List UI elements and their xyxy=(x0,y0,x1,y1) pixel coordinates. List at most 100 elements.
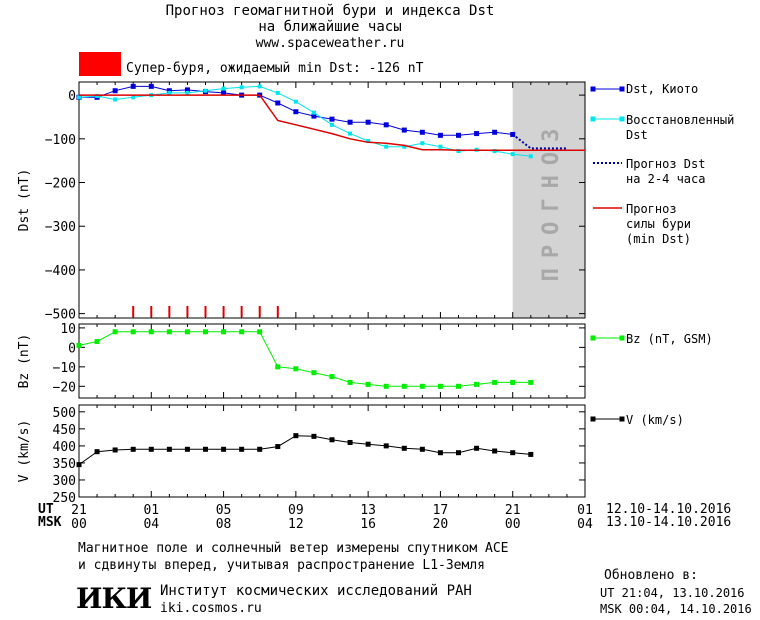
series-line-dst-2 xyxy=(512,133,567,150)
data-point-dst xyxy=(402,144,407,149)
data-point-dst xyxy=(330,122,334,127)
data-point-v xyxy=(347,439,353,445)
data-point-bz xyxy=(528,379,534,385)
data-point-bz xyxy=(492,379,498,385)
data-point-dst xyxy=(401,127,407,133)
bz-ytick-label: 10 xyxy=(60,322,76,337)
data-point-v xyxy=(148,446,154,452)
legend-storm-line3: (min Dst) xyxy=(626,232,692,246)
data-point-dst xyxy=(474,131,480,137)
data-point-bz xyxy=(456,383,461,389)
data-point-v xyxy=(166,446,172,452)
data-point-bz xyxy=(419,383,425,389)
data-point-bz xyxy=(329,374,335,380)
series-line-bz-0 xyxy=(78,331,531,387)
data-point-bz xyxy=(293,366,299,372)
dst-ytick-label: −400 xyxy=(45,264,76,279)
data-point-dst xyxy=(329,116,335,122)
data-point-dst xyxy=(528,154,533,159)
data-point-dst xyxy=(257,84,262,89)
legend-swatch-marker xyxy=(590,86,596,92)
bz-ytick-label: −20 xyxy=(53,380,76,395)
data-point-bz xyxy=(184,329,190,335)
data-point-dst xyxy=(95,93,100,98)
page-title: Прогноз геомагнитной бури и индекса Dst xyxy=(165,3,495,19)
v-ytick-label: 300 xyxy=(53,474,76,489)
data-point-v xyxy=(130,446,136,452)
legend-swatch-marker xyxy=(619,116,625,122)
series-line-v-0 xyxy=(78,435,531,466)
legend-dst-restored-line1: Восстановленный xyxy=(626,113,735,127)
data-point-bz xyxy=(383,383,389,389)
data-point-v xyxy=(112,447,118,453)
data-point-dst xyxy=(437,132,443,138)
data-point-bz xyxy=(112,329,118,335)
iki-logo[interactable]: ИКИ xyxy=(76,582,152,615)
updated-ut: UT 21:04, 13.10.2016 xyxy=(600,586,745,600)
legend-swatch-marker xyxy=(619,335,625,341)
legend-dst-forecast-line1: Прогноз Dst xyxy=(626,157,706,171)
data-point-v xyxy=(257,446,263,452)
bz-ytick-label: 0 xyxy=(68,341,76,356)
data-point-dst xyxy=(185,90,190,95)
data-point-dst xyxy=(203,88,208,93)
ut-date-range: 12.10-14.10.2016 xyxy=(606,502,732,517)
data-point-v xyxy=(239,446,245,452)
dst-ytick-label: −100 xyxy=(45,133,76,148)
data-point-v xyxy=(492,448,498,454)
measurement-note-1: Магнитное поле и солнечный ветер измерен… xyxy=(78,541,509,556)
data-point-dst xyxy=(492,129,498,135)
msk-tick-label: 12 xyxy=(288,517,304,532)
institute-url[interactable]: iki.cosmos.ru xyxy=(160,601,262,616)
data-point-dst xyxy=(113,97,118,102)
v-ytick-label: 250 xyxy=(53,491,76,506)
data-point-v xyxy=(203,446,208,452)
data-point-bz xyxy=(94,339,100,345)
data-point-dst xyxy=(112,88,118,94)
data-point-dst xyxy=(77,95,81,100)
data-point-bz xyxy=(148,329,154,335)
legend-dst-restored-line2: Dst xyxy=(626,128,648,142)
data-point-v xyxy=(293,433,299,439)
data-point-v xyxy=(221,446,227,452)
bz-ylabel: Bz (nT) xyxy=(17,334,32,389)
bz-ytick-label: −10 xyxy=(53,361,76,376)
data-point-dst xyxy=(293,99,298,104)
data-point-dst xyxy=(510,152,515,157)
ut-tick-label: 17 xyxy=(433,503,449,518)
data-point-bz xyxy=(311,370,317,376)
alert-text: Супер-буря, ожидаемый min Dst: -126 nT xyxy=(126,61,424,76)
data-point-v xyxy=(329,437,335,443)
ut-tick-label: 13 xyxy=(360,503,376,518)
data-point-v xyxy=(275,444,281,450)
legend-swatch-marker xyxy=(619,416,625,422)
data-point-dst xyxy=(167,90,172,95)
data-point-dst xyxy=(311,113,317,119)
forecast-band-label: ПРОГНОЗ xyxy=(539,119,564,282)
v-ylabel: V (km/s) xyxy=(17,420,32,483)
data-point-v xyxy=(528,451,534,457)
site-url[interactable]: www.spaceweather.ru xyxy=(255,36,405,51)
data-point-dst xyxy=(456,149,461,154)
msk-axis-label: MSK xyxy=(38,515,62,530)
data-point-bz xyxy=(76,342,82,348)
msk-tick-label: 00 xyxy=(505,517,521,532)
data-point-dst xyxy=(130,83,136,89)
data-point-bz xyxy=(510,379,516,385)
alert-color-box xyxy=(79,52,121,76)
data-point-bz xyxy=(347,379,353,385)
series-line-dst-3 xyxy=(79,94,585,151)
msk-date-range: 13.10-14.10.2016 xyxy=(606,515,732,530)
data-point-dst xyxy=(293,109,299,115)
data-point-bz xyxy=(239,329,245,335)
data-point-v xyxy=(383,443,389,449)
updated-msk: MSK 00:04, 14.10.2016 xyxy=(600,602,752,616)
v-ytick-label: 350 xyxy=(53,457,76,472)
legend-dst-forecast: Прогноз Dst на 2-4 часа xyxy=(626,157,705,187)
ut-tick-label: 09 xyxy=(288,503,304,518)
dst-ytick-label: −500 xyxy=(45,308,76,323)
data-point-dst xyxy=(348,131,353,136)
data-point-v xyxy=(419,446,425,452)
data-point-dst xyxy=(383,122,389,128)
